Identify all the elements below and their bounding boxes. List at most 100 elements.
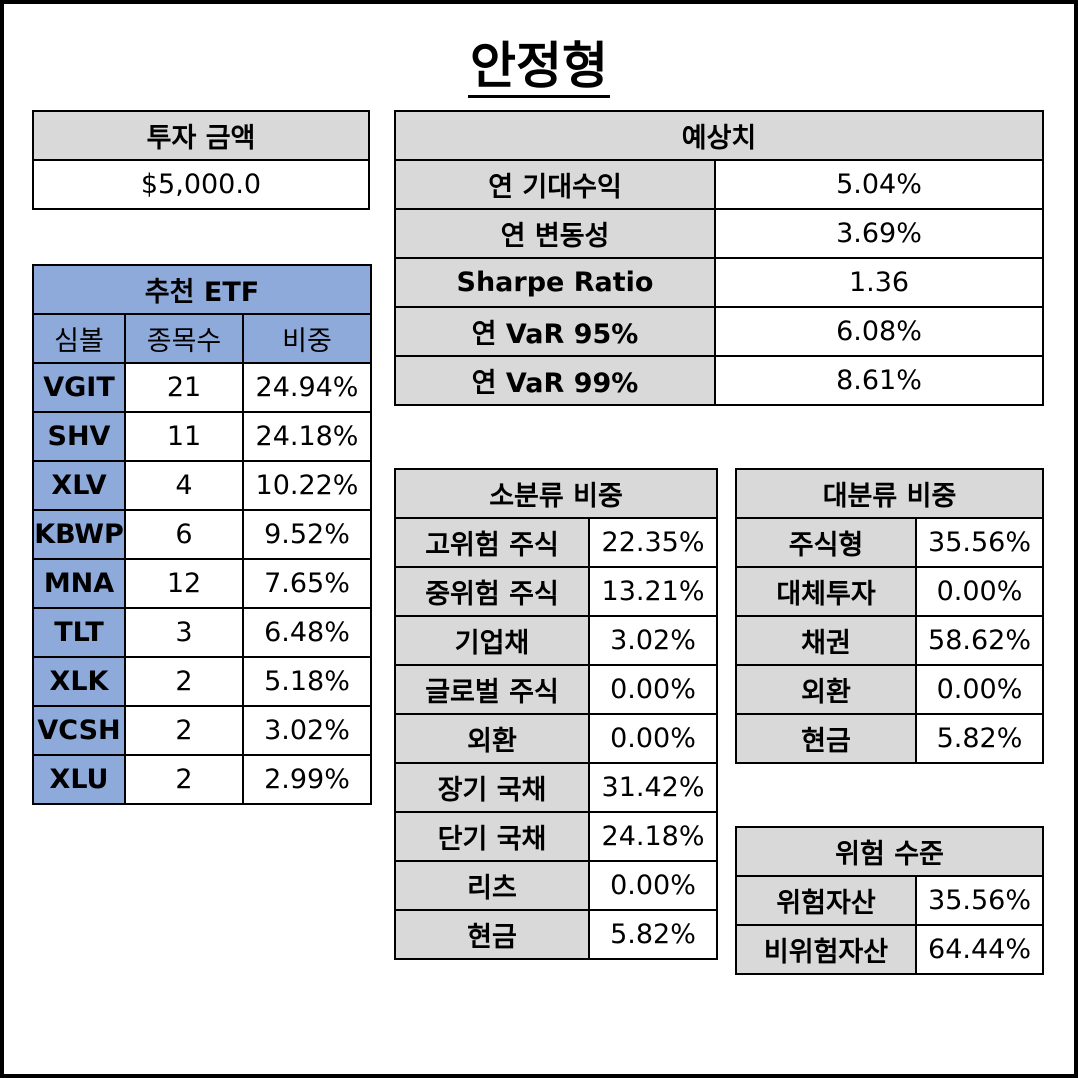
sub-category-value: 0.00% xyxy=(587,664,719,715)
table-row: 고위험 주식 22.35% xyxy=(394,517,719,568)
sub-category-value: 24.18% xyxy=(587,811,719,862)
sub-category-value: 13.21% xyxy=(587,566,719,617)
table-row: 연 기대수익 5.04% xyxy=(394,159,1044,210)
etf-weight: 5.18% xyxy=(242,656,372,707)
main-category-label: 현금 xyxy=(735,713,917,764)
forecast-label: 연 VaR 95% xyxy=(394,306,716,357)
sub-category-label: 고위험 주식 xyxy=(394,517,590,568)
main-category-table: 대분류 비중 주식형 35.56% 대체투자 0.00% 채권 58.62% 외… xyxy=(734,468,1045,764)
sub-category-label: 글로벌 주식 xyxy=(394,664,590,715)
table-row: 글로벌 주식 0.00% xyxy=(394,664,719,715)
etf-col-symbol: 심볼 xyxy=(32,313,126,364)
forecast-value: 5.04% xyxy=(714,159,1044,210)
etf-weight: 10.22% xyxy=(242,460,372,511)
etf-weight: 9.52% xyxy=(242,509,372,560)
etf-weight: 7.65% xyxy=(242,558,372,609)
risk-level-value: 64.44% xyxy=(914,924,1045,975)
etf-count: 6 xyxy=(124,509,244,560)
main-category-value: 0.00% xyxy=(914,664,1045,715)
etf-count: 2 xyxy=(124,705,244,756)
table-row: XLU 2 2.99% xyxy=(32,754,372,805)
forecast-value: 1.36 xyxy=(714,257,1044,308)
table-row: 위험자산 35.56% xyxy=(735,875,1045,926)
table-row: 비위험자산 64.44% xyxy=(735,924,1045,975)
sub-category-value: 5.82% xyxy=(587,909,719,960)
main-category-label: 채권 xyxy=(735,615,917,666)
sub-category-label: 중위험 주식 xyxy=(394,566,590,617)
etf-header: 추천 ETF xyxy=(32,264,372,315)
sub-category-label: 리츠 xyxy=(394,860,590,911)
table-row: 연 VaR 99% 8.61% xyxy=(394,355,1044,406)
table-row: 연 변동성 3.69% xyxy=(394,208,1044,259)
table-row: 외환 0.00% xyxy=(735,664,1045,715)
etf-weight: 3.02% xyxy=(242,705,372,756)
investment-table: 투자 금액 $5,000.0 xyxy=(32,110,370,210)
table-row: TLT 3 6.48% xyxy=(32,607,372,658)
sub-category-label: 기업채 xyxy=(394,615,590,666)
etf-count: 3 xyxy=(124,607,244,658)
forecast-label: Sharpe Ratio xyxy=(394,257,716,308)
etf-symbol: XLV xyxy=(32,460,126,511)
risk-level-table: 위험 수준 위험자산 35.56% 비위험자산 64.44% xyxy=(734,826,1045,975)
sub-category-value: 0.00% xyxy=(587,860,719,911)
etf-symbol: KBWP xyxy=(32,509,126,560)
table-row: 리츠 0.00% xyxy=(394,860,719,911)
risk-level-header: 위험 수준 xyxy=(734,826,1045,877)
forecast-value: 3.69% xyxy=(714,208,1044,259)
main-category-label: 외환 xyxy=(735,664,917,715)
forecast-value: 8.61% xyxy=(714,355,1044,406)
risk-level-label: 위험자산 xyxy=(735,875,917,926)
main-category-value: 35.56% xyxy=(914,517,1045,568)
table-row: 현금 5.82% xyxy=(735,713,1045,764)
table-row: VGIT 21 24.94% xyxy=(32,362,372,413)
etf-table: 추천 ETF 심볼 종목수 비중 VGIT 21 24.94% SHV 11 2… xyxy=(32,264,372,805)
etf-col-weight: 비중 xyxy=(242,313,372,364)
etf-count: 4 xyxy=(124,460,244,511)
etf-symbol: TLT xyxy=(32,607,126,658)
main-category-label: 대체투자 xyxy=(735,566,917,617)
etf-count: 2 xyxy=(124,656,244,707)
risk-level-value: 35.56% xyxy=(914,875,1045,926)
etf-count: 21 xyxy=(124,362,244,413)
table-row: 채권 58.62% xyxy=(735,615,1045,666)
table-row: Sharpe Ratio 1.36 xyxy=(394,257,1044,308)
forecast-label: 연 변동성 xyxy=(394,208,716,259)
table-row: 중위험 주식 13.21% xyxy=(394,566,719,617)
main-category-header: 대분류 비중 xyxy=(734,468,1045,519)
table-row: 연 VaR 95% 6.08% xyxy=(394,306,1044,357)
table-row: 현금 5.82% xyxy=(394,909,719,960)
etf-col-count: 종목수 xyxy=(124,313,244,364)
etf-count: 11 xyxy=(124,411,244,462)
table-row: MNA 12 7.65% xyxy=(32,558,372,609)
investment-amount: $5,000.0 xyxy=(32,159,370,210)
table-row: XLV 4 10.22% xyxy=(32,460,372,511)
page-title-text: 안정형 xyxy=(468,37,610,98)
etf-weight: 6.48% xyxy=(242,607,372,658)
etf-weight: 2.99% xyxy=(242,754,372,805)
sub-category-value: 31.42% xyxy=(587,762,719,813)
table-row: 장기 국채 31.42% xyxy=(394,762,719,813)
sub-category-label: 단기 국채 xyxy=(394,811,590,862)
table-row: SHV 11 24.18% xyxy=(32,411,372,462)
table-row: VCSH 2 3.02% xyxy=(32,705,372,756)
table-row: 외환 0.00% xyxy=(394,713,719,764)
main-category-value: 5.82% xyxy=(914,713,1045,764)
table-row: 기업채 3.02% xyxy=(394,615,719,666)
sub-category-value: 3.02% xyxy=(587,615,719,666)
forecast-header: 예상치 xyxy=(394,110,1044,161)
etf-symbol: MNA xyxy=(32,558,126,609)
investment-header: 투자 금액 xyxy=(32,110,370,161)
forecast-value: 6.08% xyxy=(714,306,1044,357)
etf-count: 12 xyxy=(124,558,244,609)
sub-category-label: 장기 국채 xyxy=(394,762,590,813)
main-category-value: 58.62% xyxy=(914,615,1045,666)
etf-count: 2 xyxy=(124,754,244,805)
table-row: XLK 2 5.18% xyxy=(32,656,372,707)
etf-symbol: VCSH xyxy=(32,705,126,756)
sub-category-label: 현금 xyxy=(394,909,590,960)
etf-symbol: XLK xyxy=(32,656,126,707)
etf-symbol: VGIT xyxy=(32,362,126,413)
etf-symbol: XLU xyxy=(32,754,126,805)
etf-weight: 24.18% xyxy=(242,411,372,462)
etf-symbol: SHV xyxy=(32,411,126,462)
